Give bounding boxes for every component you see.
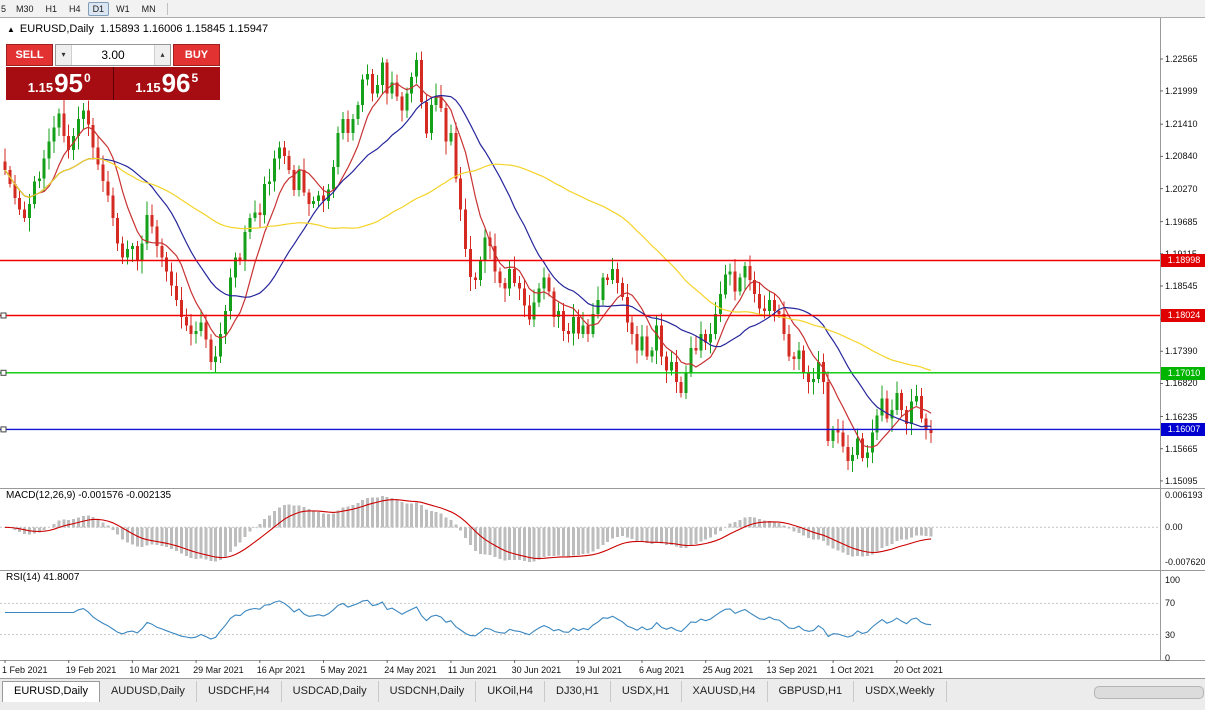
timeframe-button-d1[interactable]: D1 (87, 1, 110, 16)
timeframe-toolbar: 5 M30 H1 H4 D1 W1 MN (0, 0, 1205, 18)
timeframe-button-h1[interactable]: H1 (45, 3, 58, 14)
chart-tab-audusd-daily[interactable]: AUDUSD,Daily (100, 681, 197, 702)
chart-tab-gbpusd-h1[interactable]: GBPUSD,H1 (768, 681, 855, 702)
chart-tab-bar: EURUSD,Daily AUDUSD,Daily USDCHF,H4 USDCAD,… (0, 678, 1205, 710)
chart-window[interactable] (0, 18, 1205, 678)
timeframe-button-mn[interactable]: MN (141, 3, 156, 14)
chart-tab-usdchf-h4[interactable]: USDCHF,H4 (197, 681, 282, 702)
timeframe-button-m30[interactable]: M30 (16, 3, 34, 14)
timeframe-button-h4[interactable]: H4 (69, 3, 81, 14)
lot-size-stepper: ▾ 3.00 ▴ (55, 44, 171, 66)
chart-tab-usdx-weekly[interactable]: USDX,Weekly (854, 681, 947, 702)
bid-price-prefix: 1.15 (27, 79, 54, 95)
ask-price[interactable]: 1.15 96 5 (113, 67, 220, 100)
buy-button[interactable]: BUY (173, 44, 220, 66)
macd-name: MACD(12,26,9) (6, 490, 76, 501)
lot-increase-icon[interactable]: ▴ (154, 45, 170, 65)
ask-price-prefix: 1.15 (135, 79, 161, 95)
chart-tab-dj30-h1[interactable]: DJ30,H1 (545, 681, 611, 702)
chart-tab-usdx-h1[interactable]: USDX,H1 (611, 681, 682, 702)
chart-ohlc-values: 1.15893 1.16006 1.15845 1.15947 (99, 23, 269, 35)
rsi-indicator-label: RSI(14) 41.8007 (6, 572, 79, 583)
tab-scrollbar[interactable] (1094, 686, 1204, 699)
chart-tab-usdcad-daily[interactable]: USDCAD,Daily (282, 681, 379, 702)
one-click-trading-panel: SELL ▾ 3.00 ▴ BUY 1.15 95 0 1.15 96 5 (6, 44, 220, 100)
bid-price-pipette: 0 (84, 71, 91, 85)
timeframe-button-w1[interactable]: W1 (116, 3, 130, 14)
collapse-chart-icon[interactable]: ▲ (7, 25, 15, 34)
toolbar-separator (166, 2, 168, 15)
macd-values: -0.001576 -0.002135 (78, 490, 172, 501)
ask-price-pipette: 5 (191, 71, 199, 85)
chart-tab-eurusd-daily[interactable]: EURUSD,Daily (2, 681, 100, 702)
chart-tab-ukoil-h4[interactable]: UKOil,H4 (476, 681, 546, 702)
chart-title: EURUSD,Daily (19, 23, 94, 35)
chart-tab-xauusd-h4[interactable]: XAUUSD,H4 (682, 681, 768, 702)
lot-size-value[interactable]: 3.00 (101, 48, 125, 62)
chart-tab-usdcnh-daily[interactable]: USDCNH,Daily (379, 681, 477, 702)
macd-indicator-label: MACD(12,26,9) -0.001576 -0.002135 (6, 490, 171, 501)
rsi-name: RSI(14) (6, 572, 41, 583)
lot-decrease-icon[interactable]: ▾ (56, 45, 72, 65)
rsi-value: 41.8007 (43, 572, 80, 583)
bid-price-big-digits: 95 (54, 68, 84, 98)
timeframe-button-5[interactable]: 5 (1, 3, 7, 14)
sell-button[interactable]: SELL (6, 44, 53, 66)
ask-price-big-digits: 96 (161, 68, 191, 98)
bid-price[interactable]: 1.15 95 0 (6, 67, 113, 100)
chart-header: ▲ EURUSD,Daily 1.15893 1.16006 1.15845 1.1… (7, 23, 268, 35)
